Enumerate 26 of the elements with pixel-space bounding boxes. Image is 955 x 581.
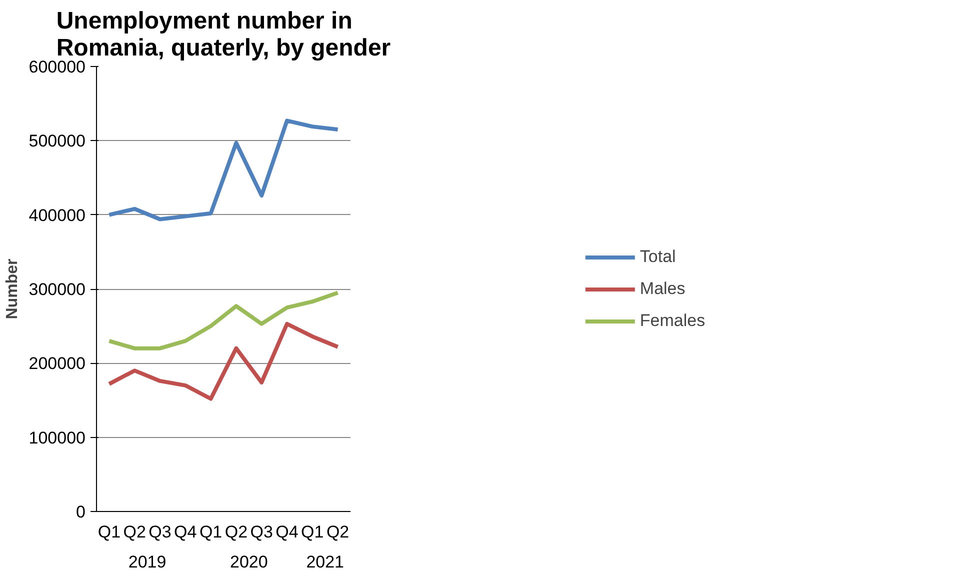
y-tick-label: 0 <box>76 502 86 522</box>
line-series <box>107 290 340 350</box>
line-series <box>107 118 340 222</box>
x-tick-label: Q2 <box>326 522 350 542</box>
x-tick-label: Q2 <box>224 522 248 542</box>
legend-label: Females <box>640 310 706 330</box>
x-tick-label: Q3 <box>250 522 273 542</box>
x-tick-label: Q4 <box>276 522 298 542</box>
x-tick-label: Q1 <box>199 522 222 542</box>
x-tick-label: Q4 <box>174 522 197 542</box>
x-tick-label: Q1 <box>301 522 324 542</box>
x-tick-label: Q3 <box>148 522 172 542</box>
x-tick-label: Q1 <box>98 522 121 542</box>
y-tick-label: 500000 <box>28 132 86 151</box>
y-tick-label: 100000 <box>28 428 86 448</box>
text: 2019 <box>128 552 166 572</box>
y-tick-label: 400000 <box>28 206 86 225</box>
y-axis-title: Number <box>4 258 21 320</box>
text: 2021 <box>306 552 344 572</box>
y-tick-label: 200000 <box>28 354 86 374</box>
y-tick-label: 300000 <box>28 280 86 299</box>
legend-label: Males <box>640 278 686 298</box>
legend-label: Total <box>640 246 676 266</box>
text: 2020 <box>230 552 268 572</box>
x-tick-label: Q2 <box>123 522 146 542</box>
line-series <box>107 322 340 401</box>
